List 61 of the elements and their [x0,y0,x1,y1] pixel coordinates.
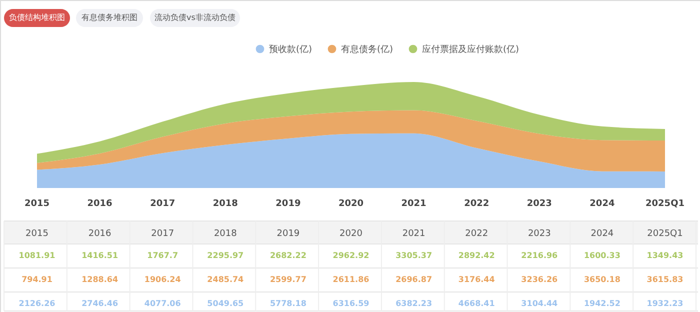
legend-label: 预收款(亿) [269,44,312,55]
legend-label: 应付票据及应付账款(亿) [422,44,520,55]
data-label: 2216.96 [521,251,558,260]
text: 流动负债vs非流动负债 [154,13,236,22]
x-tick-label: 2024 [590,199,615,209]
text: 有息债务堆积图 [82,13,138,22]
data-label: 3236.26 [521,275,558,284]
data-label: 1416.51 [82,251,118,260]
data-label: 1942.52 [584,299,620,308]
data-label: 1081.91 [18,251,56,260]
data-label: 1906.24 [144,275,182,284]
data-label: 3650.18 [584,275,621,284]
data-label: 2295.97 [207,251,244,260]
x-tick-label: 2018 [212,199,238,209]
data-label: 4077.06 [144,299,182,308]
category-label: 2022 [465,229,488,239]
data-label: 2599.77 [270,275,306,284]
data-label: 794.91 [22,275,53,284]
data-label: 1932.23 [646,299,684,308]
x-tick-label: 2015 [24,199,50,209]
data-label: 2485.74 [207,275,244,284]
data-label: 2696.87 [396,275,432,284]
category-label: 2020 [340,229,362,239]
text: 负债结构堆积图 [9,13,65,22]
data-label: 2892.42 [458,251,495,260]
data-label: 3615.83 [646,275,684,284]
category-label: 2019 [276,229,300,239]
data-label: 6382.23 [396,299,432,308]
data-label: 1349.43 [646,251,684,260]
data-label: 3305.37 [396,251,432,260]
data-label: 1600.33 [584,251,620,260]
legend-label: 有息债务(亿) [341,44,394,55]
x-tick-label: 2020 [338,199,364,209]
data-label: 2682.22 [270,251,306,260]
data-label: 2962.92 [332,251,370,260]
category-label: 2017 [151,229,174,239]
x-tick-label: 2019 [276,199,301,209]
data-label: 3176.44 [458,275,496,284]
category-label: 2016 [88,229,112,239]
x-tick-label: 2022 [464,199,490,209]
data-label: 2746.46 [82,299,118,308]
category-label: 2023 [528,229,551,239]
data-label: 3104.44 [521,299,558,308]
data-label: 5778.18 [270,299,307,308]
data-label: 5049.65 [207,299,244,308]
x-tick-label: 2025Q1 [646,199,684,209]
category-label: 2021 [402,229,426,239]
data-label: 1767.7 [147,251,178,260]
x-tick-label: 2017 [150,199,176,209]
data-label: 4668.41 [458,299,496,308]
category-label: 2018 [214,229,237,239]
category-label: 2025Q1 [647,229,683,239]
category-label: 2015 [26,229,48,239]
data-label: 2611.86 [332,275,370,284]
data-label: 6316.59 [332,299,370,308]
data-label: 2126.26 [18,299,56,308]
x-tick-label: 2016 [87,199,112,209]
data-label: 1288.64 [82,275,118,284]
category-label: 2024 [590,229,614,239]
x-tick-label: 2021 [401,199,426,209]
x-tick-label: 2023 [526,199,552,209]
